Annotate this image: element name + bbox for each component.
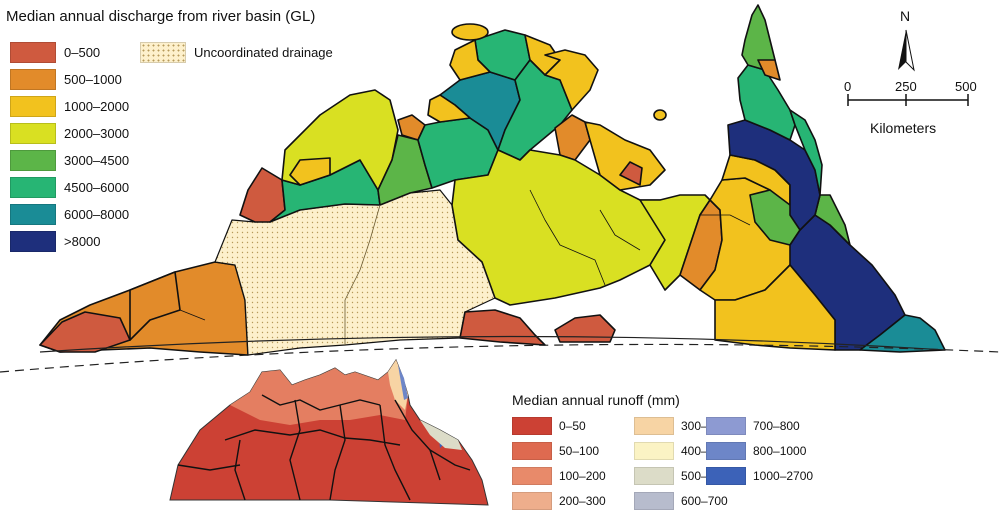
legend-label: 1000–2000 (64, 99, 130, 114)
discharge-legend-item: 4500–6000 (10, 177, 129, 198)
legend-label: 6000–8000 (64, 207, 130, 222)
runoff-legend-item: 800–1000 (706, 442, 806, 460)
basin-broome-coast (239, 167, 286, 223)
runoff-map (169, 358, 489, 506)
legend-label: 0–50 (559, 419, 586, 433)
discharge-legend-item: 0–500 (10, 42, 100, 63)
runoff-legend-item: 0–50 (512, 417, 586, 435)
basin-darwin-coast (427, 94, 471, 123)
basin-cape-york-tip (741, 4, 776, 71)
island-tiwi (451, 23, 489, 41)
uncoordinated-swatch (140, 42, 186, 63)
legend-swatch (10, 69, 56, 90)
legend-swatch (634, 442, 674, 460)
river-line-2 (599, 209, 641, 251)
basin-gulf-west (584, 121, 666, 191)
legend-label: 600–700 (681, 494, 728, 508)
basin-east-coast (789, 109, 823, 196)
legend-label: 50–100 (559, 444, 600, 458)
runoff-legend-title: Median annual runoff (mm) (512, 392, 680, 408)
legend-label: 0–500 (64, 45, 101, 60)
legend-swatch (706, 417, 746, 435)
runoff-legend-item: 200–300 (512, 492, 606, 510)
legend-label: 2000–3000 (64, 126, 130, 141)
legend-swatch (10, 177, 56, 198)
basin-cape-york-orange (757, 59, 781, 81)
scale-tick-250: 250 (895, 79, 917, 94)
legend-swatch (706, 442, 746, 460)
runoff-legend-item: 1000–2700 (706, 467, 813, 485)
basin-south-red-2 (554, 314, 616, 343)
legend-swatch (10, 96, 56, 117)
uncoordinated-label: Uncoordinated drainage (194, 45, 333, 60)
discharge-legend-item: >8000 (10, 231, 101, 252)
runoff-legend-item: 100–200 (512, 467, 606, 485)
scale-unit-label: Kilometers (870, 120, 937, 136)
legend-uncoordinated-drainage: Uncoordinated drainage (140, 42, 333, 63)
basin-qld-south-east (714, 264, 836, 351)
basin-kimberley-small (289, 157, 331, 186)
river-line-4 (344, 204, 381, 345)
legend-label: >8000 (64, 234, 101, 249)
legend-swatch (10, 42, 56, 63)
legend-label: 700–800 (753, 419, 800, 433)
river-line-3 (174, 271, 206, 321)
discharge-legend-item: 2000–3000 (10, 123, 129, 144)
scale-tick-500: 500 (955, 79, 977, 94)
runoff-legend-item: 700–800 (706, 417, 800, 435)
legend-label: 500–1000 (64, 72, 122, 87)
basin-gulf-small-red (619, 161, 643, 186)
legend-swatch (512, 417, 552, 435)
runoff-north-band (230, 360, 408, 425)
basin-west-coast-south (39, 311, 131, 353)
legend-swatch (10, 150, 56, 171)
runoff-legend-item: 50–100 (512, 442, 599, 460)
discharge-map (39, 4, 946, 356)
legend-swatch (634, 467, 674, 485)
river-line-5 (700, 214, 751, 226)
legend-label: 100–200 (559, 469, 606, 483)
legend-swatch (10, 123, 56, 144)
globe-curve (0, 343, 1000, 373)
legend-label: 800–1000 (753, 444, 807, 458)
runoff-legend-item: 600–700 (634, 492, 728, 510)
runoff-east-strip (420, 420, 462, 450)
legend-label: 1000–2700 (753, 469, 814, 483)
legend-swatch (512, 467, 552, 485)
scale-bar (847, 94, 969, 106)
legend-swatch (512, 442, 552, 460)
runoff-cape (388, 360, 408, 410)
north-arrow (898, 29, 915, 72)
legend-swatch (634, 417, 674, 435)
river-line-1 (529, 189, 606, 286)
legend-swatch (10, 231, 56, 252)
basin-arnhem-east (544, 49, 599, 111)
north-label: N (900, 8, 911, 24)
runoff-basin-lines (177, 394, 471, 501)
basin-fitzroy-qld (859, 314, 946, 353)
legend-label: 4500–6000 (64, 180, 130, 195)
legend-label: 200–300 (559, 494, 606, 508)
legend-swatch (706, 467, 746, 485)
island-groote (653, 109, 667, 121)
legend-swatch (634, 492, 674, 510)
discharge-legend-item: 3000–4500 (10, 150, 129, 171)
legend-swatch (10, 204, 56, 225)
globe-curve-solid (39, 335, 946, 353)
discharge-legend-item: 1000–2000 (10, 96, 129, 117)
basin-south-red-1 (459, 309, 546, 346)
legend-swatch (512, 492, 552, 510)
discharge-legend-item: 500–1000 (10, 69, 122, 90)
basin-arnhem-big (497, 59, 573, 161)
discharge-legend-item: 6000–8000 (10, 204, 129, 225)
discharge-legend-title: Median annual discharge from river basin… (6, 8, 316, 25)
legend-label: 3000–4500 (64, 153, 130, 168)
scale-tick-0: 0 (844, 79, 852, 94)
runoff-wet-tropics (398, 365, 408, 400)
basin-de-grey (129, 271, 181, 341)
